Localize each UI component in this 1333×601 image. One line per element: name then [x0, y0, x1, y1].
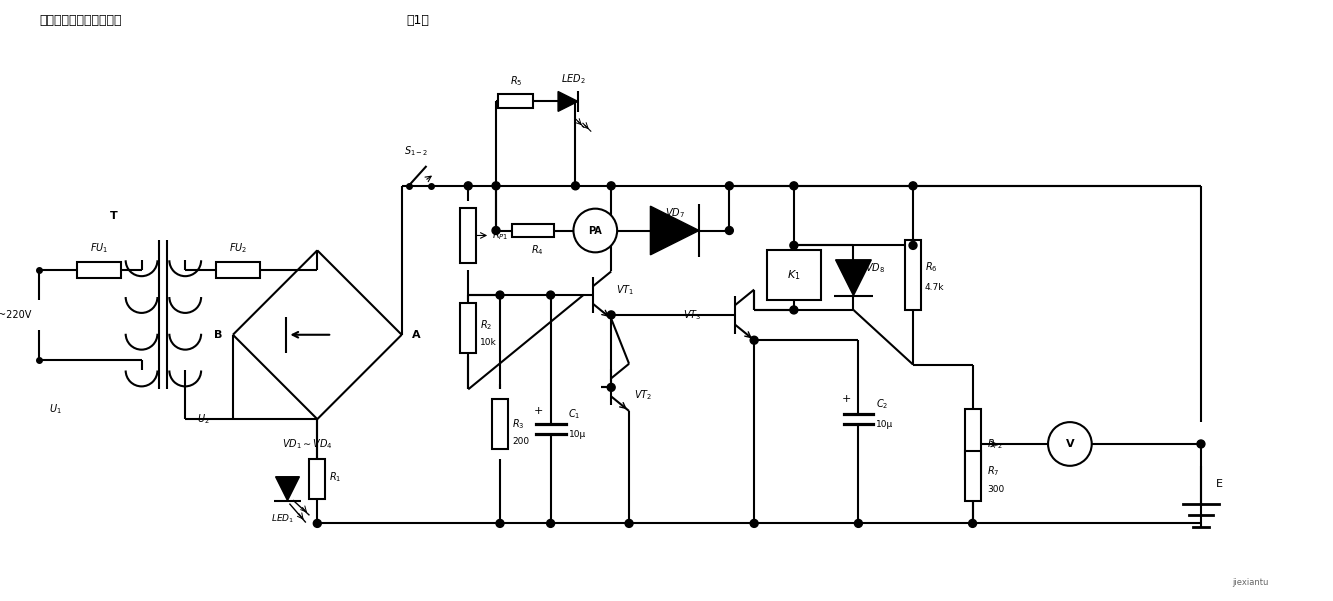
- Text: A: A: [412, 330, 421, 340]
- Text: $U_2$: $U_2$: [197, 412, 209, 426]
- Circle shape: [790, 182, 798, 190]
- Text: $C_2$: $C_2$: [876, 397, 889, 411]
- Text: +: +: [535, 406, 544, 416]
- Text: $LED_2$: $LED_2$: [561, 73, 585, 87]
- Text: E: E: [1216, 478, 1222, 489]
- Circle shape: [572, 182, 580, 190]
- Text: ~220V: ~220V: [0, 310, 31, 320]
- Bar: [965, 451, 981, 501]
- Circle shape: [496, 519, 504, 527]
- Circle shape: [1197, 440, 1205, 448]
- Bar: [77, 262, 121, 278]
- Circle shape: [608, 311, 615, 319]
- Polygon shape: [559, 91, 579, 111]
- Circle shape: [608, 383, 615, 391]
- Circle shape: [547, 291, 555, 299]
- Polygon shape: [836, 260, 872, 296]
- Text: $U_1$: $U_1$: [49, 402, 61, 416]
- Bar: [216, 262, 260, 278]
- Circle shape: [750, 519, 758, 527]
- Circle shape: [313, 519, 321, 527]
- Circle shape: [1048, 422, 1092, 466]
- Text: PA: PA: [588, 225, 603, 236]
- Text: 10μ: 10μ: [876, 419, 893, 429]
- Text: +: +: [842, 394, 852, 404]
- Text: 300: 300: [988, 484, 1005, 493]
- Text: $R_3$: $R_3$: [512, 417, 524, 431]
- Circle shape: [750, 336, 758, 344]
- Text: $R_2$: $R_2$: [480, 318, 492, 332]
- Bar: [309, 459, 325, 499]
- Text: $FU_1$: $FU_1$: [89, 242, 108, 255]
- Text: $R_6$: $R_6$: [925, 260, 937, 274]
- Bar: [905, 240, 921, 310]
- Text: jiexiantu: jiexiantu: [1233, 579, 1269, 587]
- Polygon shape: [276, 477, 300, 501]
- Text: 200: 200: [512, 438, 529, 447]
- Bar: [460, 303, 476, 353]
- Bar: [460, 208, 476, 263]
- Circle shape: [725, 227, 733, 234]
- Bar: [512, 224, 553, 237]
- Text: 10k: 10k: [480, 338, 497, 347]
- Text: $C_1$: $C_1$: [568, 407, 581, 421]
- Text: 第1张: 第1张: [407, 13, 429, 26]
- Text: $K_1$: $K_1$: [786, 268, 801, 282]
- Text: $LED_1$: $LED_1$: [271, 512, 295, 525]
- Text: T: T: [109, 210, 117, 221]
- Text: $VD_7$: $VD_7$: [665, 206, 685, 219]
- Circle shape: [496, 291, 504, 299]
- Text: $R_4$: $R_4$: [532, 243, 544, 257]
- Text: $R_7$: $R_7$: [988, 465, 1000, 478]
- Text: $VD_1{\sim}VD_4$: $VD_1{\sim}VD_4$: [281, 437, 333, 451]
- Circle shape: [854, 519, 862, 527]
- Text: $FU_2$: $FU_2$: [229, 242, 247, 255]
- Text: 10μ: 10μ: [568, 430, 585, 439]
- Bar: [499, 94, 533, 108]
- Circle shape: [790, 306, 798, 314]
- Text: $VT_3$: $VT_3$: [682, 308, 701, 322]
- Text: $VT_1$: $VT_1$: [616, 283, 635, 297]
- Text: $VD_8$: $VD_8$: [865, 261, 885, 275]
- Text: 4.7k: 4.7k: [925, 282, 945, 291]
- Circle shape: [725, 182, 733, 190]
- Circle shape: [608, 182, 615, 190]
- Text: $R_{P2}$: $R_{P2}$: [988, 437, 1004, 451]
- Circle shape: [790, 242, 798, 249]
- Circle shape: [547, 519, 555, 527]
- Text: 蓄电池自动充电器原理图: 蓄电池自动充电器原理图: [39, 13, 121, 26]
- Polygon shape: [651, 206, 698, 255]
- Text: $VT_2$: $VT_2$: [635, 388, 652, 402]
- Circle shape: [625, 519, 633, 527]
- Text: V: V: [1065, 439, 1074, 449]
- Text: $R_5$: $R_5$: [509, 75, 523, 88]
- Circle shape: [573, 209, 617, 252]
- Bar: [965, 409, 981, 479]
- Text: $R_1$: $R_1$: [329, 470, 341, 484]
- Bar: [766, 251, 821, 300]
- Text: $S_{1-2}$: $S_{1-2}$: [404, 144, 429, 158]
- Text: $R_{P1}$: $R_{P1}$: [492, 228, 508, 242]
- Circle shape: [969, 519, 977, 527]
- Circle shape: [492, 227, 500, 234]
- Circle shape: [464, 182, 472, 190]
- Bar: [492, 399, 508, 449]
- Circle shape: [909, 182, 917, 190]
- Circle shape: [492, 182, 500, 190]
- Text: B: B: [213, 330, 223, 340]
- Circle shape: [909, 242, 917, 249]
